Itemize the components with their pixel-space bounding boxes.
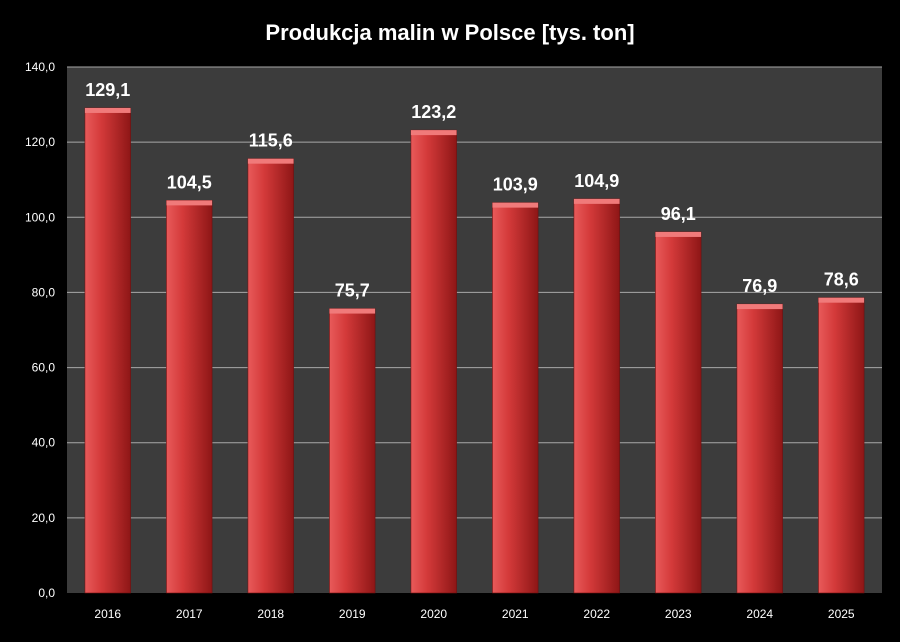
bar-group [818,297,865,594]
data-label: 129,1 [85,80,130,100]
bar-cap [492,202,539,208]
bar [84,107,131,594]
bar-cap [573,198,620,204]
y-tick-label: 120,0 [25,135,55,149]
chart-title: Produkcja malin w Polsce [tys. ton] [265,20,634,45]
y-tick-label: 40,0 [32,436,56,450]
bar-cap [166,200,213,206]
data-label: 103,9 [493,175,538,195]
y-tick-label: 60,0 [32,361,56,375]
x-tick-label: 2016 [94,607,121,621]
bar-cap [410,130,457,136]
x-tick-label: 2020 [420,607,447,621]
y-tick-label: 100,0 [25,210,55,224]
bar-cap [818,297,865,303]
data-label: 104,5 [167,172,212,192]
bar-cap [84,107,131,113]
bar-group [410,129,457,594]
x-tick-label: 2022 [583,607,610,621]
y-tick-label: 80,0 [32,285,56,299]
bar [166,200,213,594]
bar-cap [736,304,783,310]
bar [736,303,783,594]
data-labels: 129,1 104,5 115,6 75,7 123,2 103,9 104,9 96,1 76… [85,80,859,301]
data-label: 78,6 [824,270,859,290]
bar [818,297,865,594]
bars [84,107,865,594]
data-label: 75,7 [335,281,370,301]
bar [573,198,620,594]
data-label: 123,2 [411,102,456,122]
bar-group [492,202,539,594]
bar-group [84,107,131,594]
x-tick-label: 2018 [257,607,284,621]
x-tick-label: 2025 [828,607,855,621]
x-tick-label: 2017 [176,607,203,621]
x-tick-label: 2023 [665,607,692,621]
bar [410,129,457,594]
bar [329,308,376,594]
x-axis-ticks: 2016 2017 2018 2019 2020 2021 2022 2023 2024 2025 [94,607,855,621]
bar [247,158,294,594]
bar-group [247,158,294,594]
bar-cap [247,158,294,164]
bar-group [166,200,213,594]
x-tick-label: 2021 [502,607,529,621]
x-tick-label: 2019 [339,607,366,621]
bar-group [655,231,702,594]
bar-group [573,198,620,594]
bar-group [329,308,376,594]
data-label: 115,6 [249,131,293,151]
bar [492,202,539,594]
y-tick-label: 20,0 [32,511,56,525]
bar-cap [329,308,376,314]
data-label: 76,9 [742,276,777,296]
bar [655,231,702,594]
x-tick-label: 2024 [746,607,773,621]
data-label: 96,1 [661,204,696,224]
bar-group [736,303,783,594]
y-tick-label: 140,0 [25,60,55,74]
bar-cap [655,231,702,237]
y-tick-label: 0,0 [38,586,55,600]
data-label: 104,9 [574,171,619,191]
y-axis-ticks: 0,0 20,0 40,0 60,0 80,0 100,0 120,0 140,0 [25,60,55,600]
